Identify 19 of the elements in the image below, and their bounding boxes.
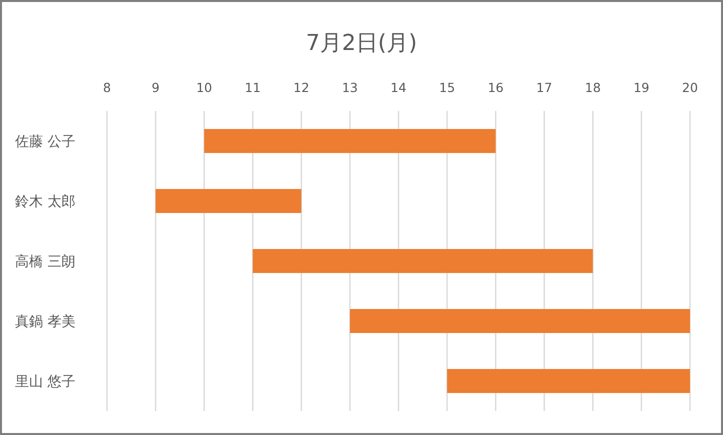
category-label: 高橋 三朗 [15, 254, 76, 270]
x-tick-label: 8 [103, 80, 111, 95]
category-label: 里山 悠子 [15, 374, 76, 390]
x-tick-label: 11 [244, 80, 261, 95]
x-tick-label: 18 [584, 80, 601, 95]
x-tick-label: 14 [390, 80, 406, 95]
x-tick-label: 15 [439, 80, 456, 95]
x-tick-label: 17 [536, 80, 552, 95]
x-tick-label: 9 [152, 80, 160, 95]
category-label: 真鍋 孝美 [15, 314, 76, 330]
category-label: 佐藤 公子 [15, 134, 76, 150]
x-tick-label: 16 [488, 80, 504, 95]
x-tick-label: 20 [682, 80, 698, 95]
x-tick-label: 10 [196, 80, 212, 95]
category-label: 鈴木 太郎 [15, 194, 76, 210]
title: 7月2日(月) [306, 31, 418, 56]
x-tick-label: 12 [293, 80, 310, 95]
x-tick-label: 19 [633, 80, 650, 95]
x-tick-label: 13 [342, 80, 358, 95]
